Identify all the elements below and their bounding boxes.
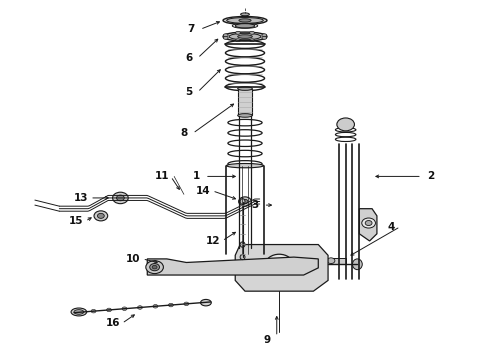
Circle shape — [98, 213, 104, 219]
Circle shape — [273, 260, 286, 269]
Circle shape — [113, 192, 128, 204]
Text: 7: 7 — [188, 24, 195, 35]
Text: 1: 1 — [193, 171, 200, 181]
Bar — [331, 258, 345, 264]
Ellipse shape — [249, 39, 254, 42]
Polygon shape — [359, 209, 377, 241]
Text: 4: 4 — [388, 222, 395, 231]
Circle shape — [106, 308, 111, 312]
Ellipse shape — [71, 308, 87, 316]
Circle shape — [239, 197, 251, 206]
Circle shape — [94, 211, 108, 221]
Ellipse shape — [229, 33, 261, 40]
Text: 9: 9 — [264, 334, 270, 345]
Ellipse shape — [238, 35, 252, 39]
Ellipse shape — [238, 87, 252, 90]
Text: 3: 3 — [251, 200, 258, 210]
Circle shape — [150, 264, 159, 271]
Ellipse shape — [262, 34, 267, 37]
Ellipse shape — [235, 24, 255, 28]
Circle shape — [153, 305, 158, 308]
Text: 2: 2 — [427, 171, 434, 181]
Circle shape — [327, 258, 335, 264]
Ellipse shape — [240, 255, 245, 260]
Circle shape — [169, 303, 173, 307]
Polygon shape — [235, 244, 328, 291]
Ellipse shape — [262, 36, 267, 39]
Ellipse shape — [249, 31, 254, 34]
Ellipse shape — [223, 17, 267, 24]
Text: 12: 12 — [206, 236, 220, 246]
Circle shape — [122, 307, 127, 311]
Text: 15: 15 — [69, 216, 84, 226]
Circle shape — [184, 302, 189, 306]
Ellipse shape — [200, 300, 211, 306]
Ellipse shape — [240, 199, 245, 204]
Ellipse shape — [74, 310, 84, 314]
Circle shape — [362, 218, 375, 228]
Circle shape — [337, 118, 354, 131]
Text: 11: 11 — [155, 171, 169, 181]
Ellipse shape — [227, 18, 263, 23]
Bar — [238, 89, 252, 116]
Text: 5: 5 — [185, 87, 193, 97]
Circle shape — [146, 261, 163, 274]
Ellipse shape — [223, 36, 228, 39]
Text: 14: 14 — [196, 186, 211, 196]
Ellipse shape — [226, 163, 264, 168]
Ellipse shape — [236, 31, 241, 34]
Ellipse shape — [223, 32, 267, 41]
Circle shape — [138, 306, 143, 309]
Ellipse shape — [223, 34, 228, 37]
Ellipse shape — [238, 114, 252, 117]
Text: 13: 13 — [74, 193, 89, 203]
Circle shape — [91, 309, 96, 313]
Ellipse shape — [236, 39, 241, 42]
Circle shape — [152, 265, 157, 269]
Circle shape — [242, 199, 248, 204]
Polygon shape — [147, 257, 318, 275]
Ellipse shape — [241, 13, 249, 16]
Text: 8: 8 — [180, 129, 188, 138]
Ellipse shape — [239, 19, 251, 22]
Circle shape — [117, 195, 124, 201]
Ellipse shape — [352, 259, 362, 270]
Ellipse shape — [240, 242, 245, 247]
Circle shape — [266, 254, 293, 274]
Circle shape — [365, 221, 372, 226]
Text: 16: 16 — [106, 319, 121, 328]
Text: 10: 10 — [125, 254, 140, 264]
Text: 6: 6 — [185, 53, 193, 63]
